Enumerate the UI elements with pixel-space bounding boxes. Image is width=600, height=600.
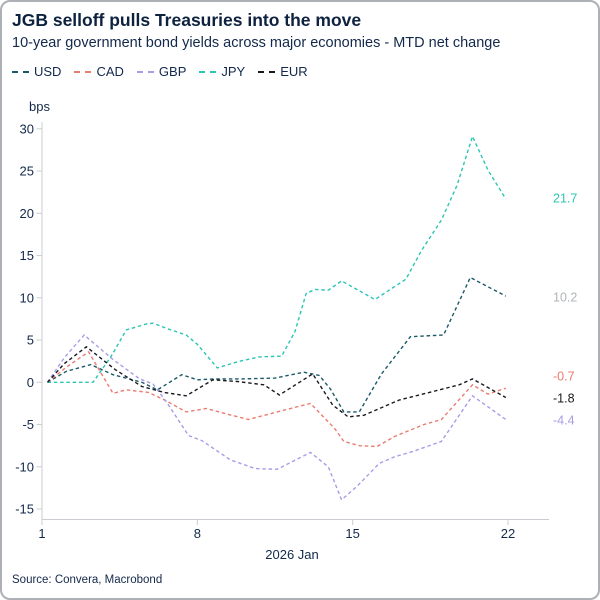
series-line-jpy [47,134,507,383]
x-tick-label: 8 [194,526,201,541]
y-tick-label: 15 [20,248,34,263]
y-tick-label: 0 [27,375,34,390]
y-tick-label: 5 [27,333,34,348]
series-line-eur [46,345,507,418]
y-tick-label: 20 [20,206,34,221]
y-tick-label: -5 [22,417,34,432]
legend-swatch-cad [74,70,92,73]
y-tick-label: 25 [20,164,34,179]
y-tick-label: 30 [20,121,34,136]
legend-label: EUR [280,64,308,79]
x-tick-label: 1 [38,526,45,541]
legend-item-cad: CAD [74,64,124,79]
x-tick-label: 15 [345,526,359,541]
legend-item-jpy: JPY [199,64,245,79]
y-axis-unit-label: bps [29,99,50,114]
x-axis-title: 2026 Jan [265,547,319,562]
series-line-cad [47,350,507,448]
legend: USD CAD GBP JPY EUR [12,64,308,79]
legend-swatch-jpy [199,70,217,73]
y-tick-label: -15 [15,502,34,517]
series-line-gbp [46,334,507,501]
legend-item-eur: EUR [258,64,308,79]
legend-swatch-eur [258,70,276,73]
y-tick-label: 10 [20,290,34,305]
legend-label: CAD [96,64,124,79]
legend-item-gbp: GBP [136,64,187,79]
source-note: Source: Convera, Macrobond [12,574,163,586]
legend-item-usd: USD [12,64,61,79]
end-label-gbp: -4.4 [553,414,575,428]
y-tick-label: -10 [15,459,34,474]
x-tick-label: 22 [501,526,515,541]
end-label-usd: 10.2 [553,291,577,305]
chart-title: JGB selloff pulls Treasuries into the mo… [12,10,362,30]
legend-label: GBP [158,64,187,79]
legend-swatch-usd [12,70,29,73]
chart-subtitle: 10-year government bond yields across ma… [12,35,501,51]
series-line-usd [47,276,507,413]
legend-label: USD [34,64,62,79]
end-label-cad: -0.7 [553,370,575,384]
end-label-jpy: 21.7 [553,192,577,206]
legend-swatch-gbp [136,70,154,73]
end-label-eur: -1.8 [553,392,575,406]
legend-label: JPY [221,64,246,79]
